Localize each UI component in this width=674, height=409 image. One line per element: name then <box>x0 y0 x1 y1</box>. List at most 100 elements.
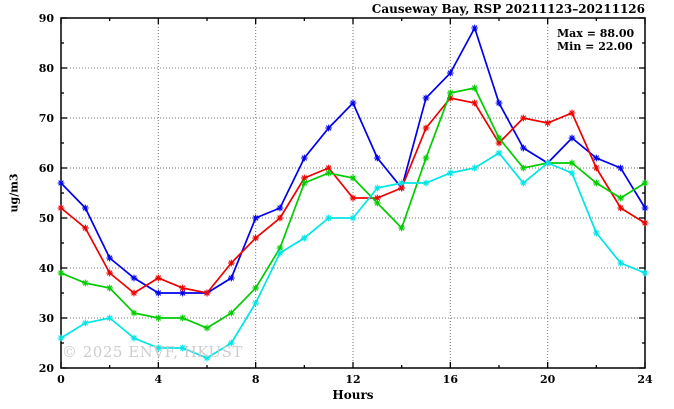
series-green-marker <box>227 309 235 317</box>
y-tick-label: 20 <box>39 362 55 375</box>
series-red-marker <box>592 164 600 172</box>
series-cyan-marker <box>398 179 406 187</box>
series-red-marker <box>398 184 406 192</box>
series-green-marker <box>398 224 406 232</box>
series-red-marker <box>349 194 357 202</box>
chart-title: Causeway Bay, RSP 20211123–20211126 <box>371 2 645 16</box>
y-tick-label: 40 <box>39 262 55 275</box>
series-blue-marker <box>179 289 187 297</box>
series-cyan-markers <box>57 149 649 362</box>
series-cyan-marker <box>300 234 308 242</box>
series-blue-marker <box>592 154 600 162</box>
series-cyan-marker <box>276 249 284 257</box>
series-green-marker <box>641 179 649 187</box>
series-blue-marker <box>325 124 333 132</box>
series-red-marker <box>325 164 333 172</box>
series-cyan-marker <box>471 164 479 172</box>
series-blue-marker <box>81 204 89 212</box>
series-red-marker <box>568 109 576 117</box>
series-green-marker <box>373 199 381 207</box>
series-cyan-marker <box>179 344 187 352</box>
series-green-marker <box>325 169 333 177</box>
y-tick-label: 50 <box>39 212 55 225</box>
series-green-marker <box>300 179 308 187</box>
series-blue-marker <box>300 154 308 162</box>
series-cyan-marker <box>57 334 65 342</box>
series-cyan-marker <box>617 259 625 267</box>
series-green-marker <box>252 284 260 292</box>
series-red-marker <box>154 274 162 282</box>
series-cyan-marker <box>519 179 527 187</box>
series-cyan-marker <box>641 269 649 277</box>
series-green-marker <box>57 269 65 277</box>
series-red-marker <box>495 139 503 147</box>
series-red-marker <box>617 204 625 212</box>
series-cyan-marker <box>592 229 600 237</box>
series-blue-marker <box>446 69 454 77</box>
series-cyan-marker <box>544 159 552 167</box>
max-min-annotation: Max = 88.00 Min = 22.00 <box>557 27 634 53</box>
series-cyan-marker <box>422 179 430 187</box>
series-cyan-marker <box>446 169 454 177</box>
series-green-marker <box>617 194 625 202</box>
series-green-marker <box>276 244 284 252</box>
x-axis-title: Hours <box>332 388 374 402</box>
series-red-marker <box>446 94 454 102</box>
series-green-marker <box>349 174 357 182</box>
series-blue-marker <box>519 144 527 152</box>
watermark-text: © 2025 ENVF, HKUST <box>62 343 243 361</box>
series-blue-marker <box>471 24 479 32</box>
series-red-marker <box>300 174 308 182</box>
series-cyan-marker <box>373 184 381 192</box>
series-blue-marker <box>373 154 381 162</box>
x-tick-label: 12 <box>345 373 360 386</box>
series-cyan-marker <box>495 149 503 157</box>
series-blue-marker <box>106 254 114 262</box>
series-cyan-marker <box>130 334 138 342</box>
series-cyan-marker <box>349 214 357 222</box>
series-red-marker <box>130 289 138 297</box>
x-tick-label: 8 <box>252 373 260 386</box>
x-tick-label: 16 <box>443 373 459 386</box>
series-cyan-marker <box>227 339 235 347</box>
x-tick-label: 0 <box>57 373 65 386</box>
series-red-markers <box>57 94 649 297</box>
series-green-marker <box>568 159 576 167</box>
series-red-marker <box>106 269 114 277</box>
series-cyan-marker <box>252 299 260 307</box>
series-blue-marker <box>641 204 649 212</box>
y-tick-label: 70 <box>39 112 55 125</box>
x-tick-label: 20 <box>540 373 556 386</box>
series-red-marker <box>227 259 235 267</box>
series-cyan-marker <box>203 354 211 362</box>
max-value-label: Max = 88.00 <box>557 27 635 40</box>
min-value-label: Min = 22.00 <box>557 40 633 53</box>
series-red-marker <box>519 114 527 122</box>
series-red-marker <box>471 99 479 107</box>
tick-labels: 20 30 40 50 60 70 80 90 0 4 8 12 16 20 24 <box>39 12 653 386</box>
series-red-marker <box>373 194 381 202</box>
series-red-marker <box>544 119 552 127</box>
series-green-marker <box>592 179 600 187</box>
series-green-marker <box>471 84 479 92</box>
series-green-markers <box>57 84 649 332</box>
x-tick-label: 24 <box>637 373 653 386</box>
series-green-marker <box>519 164 527 172</box>
y-tick-label: 30 <box>39 312 55 325</box>
series-blue-marker <box>349 99 357 107</box>
series-blue-marker <box>568 134 576 142</box>
series-blue-marker <box>617 164 625 172</box>
grid-lines <box>61 18 645 368</box>
series-green-marker <box>495 134 503 142</box>
series-green-marker <box>179 314 187 322</box>
series-red-marker <box>422 124 430 132</box>
series-cyan-marker <box>106 314 114 322</box>
x-tick-label: 4 <box>155 373 163 386</box>
series-cyan-marker <box>325 214 333 222</box>
series-cyan-marker <box>568 169 576 177</box>
series-blue-marker <box>57 179 65 187</box>
series-red-marker <box>179 284 187 292</box>
series-blue-marker <box>276 204 284 212</box>
